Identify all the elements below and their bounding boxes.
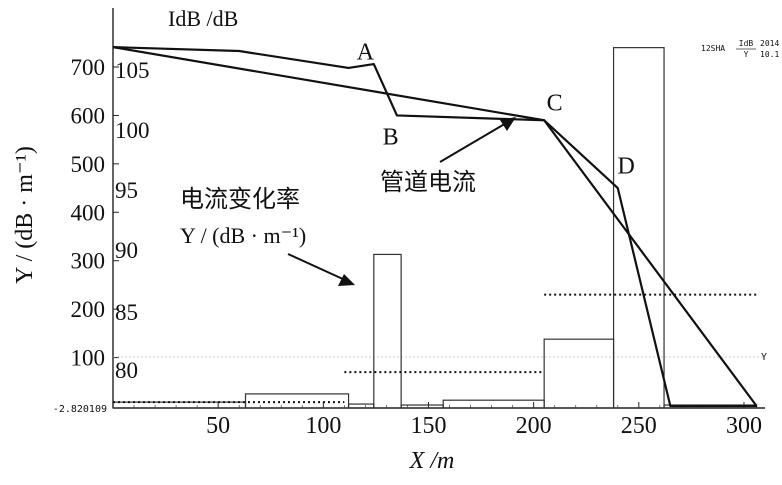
current-line-fitted — [112, 46, 758, 407]
x-tick-label: 250 — [621, 413, 657, 439]
rate-bar — [373, 253, 402, 409]
y-right-tick-label: 90 — [115, 238, 138, 263]
x-tick-label: 150 — [410, 413, 446, 439]
x-tick-label: 300 — [726, 413, 762, 439]
callout-rate-arrow-line — [287, 253, 346, 281]
y-left-tick-label: 300 — [71, 249, 106, 274]
topright-note-denominator: Y — [744, 50, 749, 59]
y-right-tick-label: 100 — [115, 118, 150, 143]
topright-note-prefix: 12SHA — [701, 44, 725, 53]
y-left-axis-title: Y / (dB · m⁻¹) — [12, 146, 38, 284]
rate-bar — [543, 338, 615, 409]
y-left-tick-label: 200 — [71, 297, 106, 322]
x-tick-label: 50 — [206, 413, 230, 439]
rate-bar — [244, 393, 350, 409]
y-left-tick-label: 100 — [71, 346, 106, 371]
x-tick-label: 100 — [305, 413, 341, 439]
callout-rate-title: 电流变化率 — [180, 185, 300, 213]
y-left-tick-label: 600 — [71, 103, 106, 128]
rate-bar — [612, 47, 665, 409]
y-right-tick-label: 85 — [115, 300, 138, 325]
point-label-C: C — [547, 91, 563, 117]
y-right-tick-label: 105 — [115, 58, 150, 83]
callout-rate-units: Y / (dB · m⁻¹) — [180, 223, 306, 248]
topright-note: 12SHA IdB Y 2014 10.1 — [701, 39, 779, 59]
x-tick-label: 200 — [516, 413, 552, 439]
x-axis-title: X /m — [409, 448, 455, 474]
point-label-D: D — [618, 154, 635, 180]
rate-bar — [347, 403, 375, 409]
y-right-tick-label: 80 — [115, 358, 138, 383]
y-left-tick-label: 700 — [71, 55, 106, 80]
y-right-axis-title: IdB /dB — [168, 6, 238, 31]
callout-current-arrowhead — [500, 117, 516, 131]
rate-bar — [442, 399, 545, 409]
mean-label: Y — [761, 352, 767, 363]
y-right-tick-label: 95 — [115, 178, 138, 203]
point-label-A: A — [357, 39, 375, 65]
y-min-label: -2.820109 — [53, 404, 107, 415]
topright-note-tail-2: 10.1 — [760, 50, 779, 59]
point-label-B: B — [383, 124, 399, 150]
callout-current-text: 管道电流 — [380, 168, 476, 196]
callout-rate: 电流变化率 Y / (dB · m⁻¹) — [180, 185, 355, 286]
callout-current-arrow-line — [439, 121, 509, 163]
y-left-tick-label: 400 — [71, 200, 106, 225]
callout-current: 管道电流 — [380, 117, 516, 196]
y-left-tick-label: 500 — [71, 152, 106, 177]
topright-note-numerator: IdB — [739, 39, 754, 48]
topright-note-tail-1: 2014 — [760, 39, 779, 48]
callout-rate-arrowhead — [338, 274, 355, 286]
current-line-measured — [112, 46, 757, 408]
